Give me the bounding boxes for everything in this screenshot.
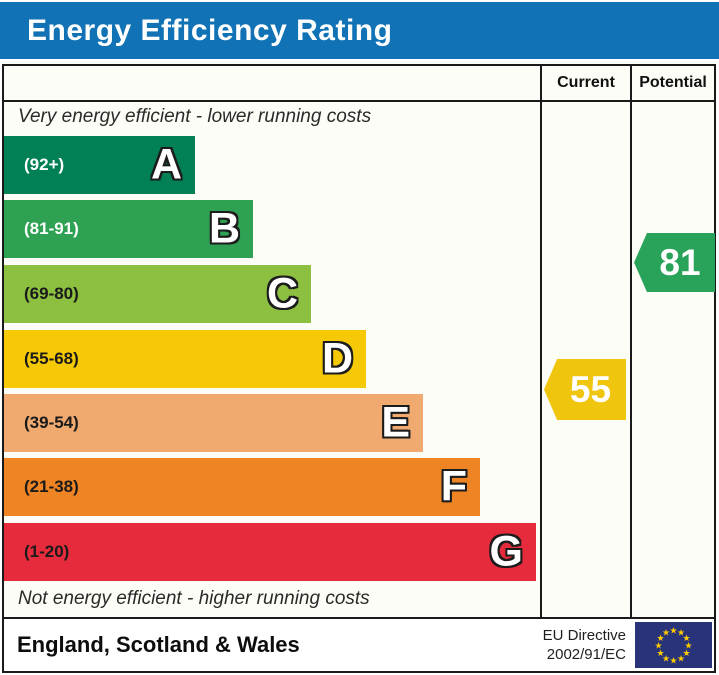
potential-rating-value: 81 (659, 241, 701, 283)
band-range-label: (39-54) (24, 413, 79, 432)
band-range-label: (1-20) (24, 542, 70, 561)
eu-flag-icon: ★ ★ ★ ★ ★ ★ ★ ★ ★ ★ ★ ★ (635, 622, 712, 668)
band-row-c: (69-80) C (4, 265, 311, 323)
current-rating-value: 55 (569, 368, 612, 410)
svg-text:★: ★ (654, 641, 662, 651)
band-row-b: (81-91) B (4, 200, 253, 258)
band-row-a: (92+) A (4, 136, 195, 194)
svg-text:★: ★ (656, 633, 664, 643)
region-label: England, Scotland & Wales (17, 632, 300, 657)
potential-rating-arrow: 81 (634, 233, 715, 292)
band-row-f: (21-38) F (4, 458, 480, 516)
bottom-efficiency-note: Not energy efficient - higher running co… (18, 588, 370, 609)
svg-text:★: ★ (682, 633, 690, 643)
potential-column-header: Potential (639, 74, 707, 91)
band-range-label: (92+) (24, 155, 65, 174)
svg-text:★: ★ (662, 628, 670, 638)
svg-text:★: ★ (677, 628, 685, 638)
footer-row: England, Scotland & Wales EU Directive 2… (4, 619, 714, 671)
header-separator (4, 100, 714, 102)
band-letter: C (266, 269, 298, 318)
band-range-label: (55-68) (24, 349, 79, 368)
current-column-divider (540, 66, 542, 619)
svg-text:★: ★ (684, 641, 692, 651)
band-row-e: (39-54) E (4, 394, 423, 452)
current-rating-arrow: 55 (544, 359, 626, 420)
band-letter: A (150, 140, 182, 189)
potential-column-divider (630, 66, 632, 619)
rating-table: Current Potential Very energy efficient … (2, 64, 716, 673)
top-efficiency-note: Very energy efficient - lower running co… (18, 106, 372, 127)
eu-directive-line2: 2002/91/EC (546, 646, 626, 663)
page-title: Energy Efficiency Rating (27, 13, 393, 47)
svg-text:★: ★ (656, 648, 664, 658)
band-letter: G (489, 527, 523, 576)
band-range-label: (81-91) (24, 219, 79, 238)
band-letter: E (381, 398, 410, 447)
band-letter: B (208, 204, 240, 253)
footer-separator (4, 617, 714, 619)
band-row-g: (1-20) G (4, 523, 536, 581)
title-bar: Energy Efficiency Rating (0, 2, 719, 59)
band-letter: F (440, 462, 467, 511)
band-range-label: (69-80) (24, 284, 79, 303)
band-range-label: (21-38) (24, 477, 79, 496)
svg-text:★: ★ (669, 656, 677, 666)
svg-text:★: ★ (682, 648, 690, 658)
eu-directive-line1: EU Directive (542, 626, 626, 644)
current-column-header: Current (557, 74, 615, 91)
svg-text:★: ★ (662, 654, 670, 664)
svg-text:★: ★ (677, 654, 685, 664)
band-row-d: (55-68) D (4, 330, 366, 388)
eu-directive-label: EU Directive 2002/91/EC (543, 626, 626, 665)
svg-text:★: ★ (669, 626, 677, 636)
band-letter: D (321, 334, 353, 383)
